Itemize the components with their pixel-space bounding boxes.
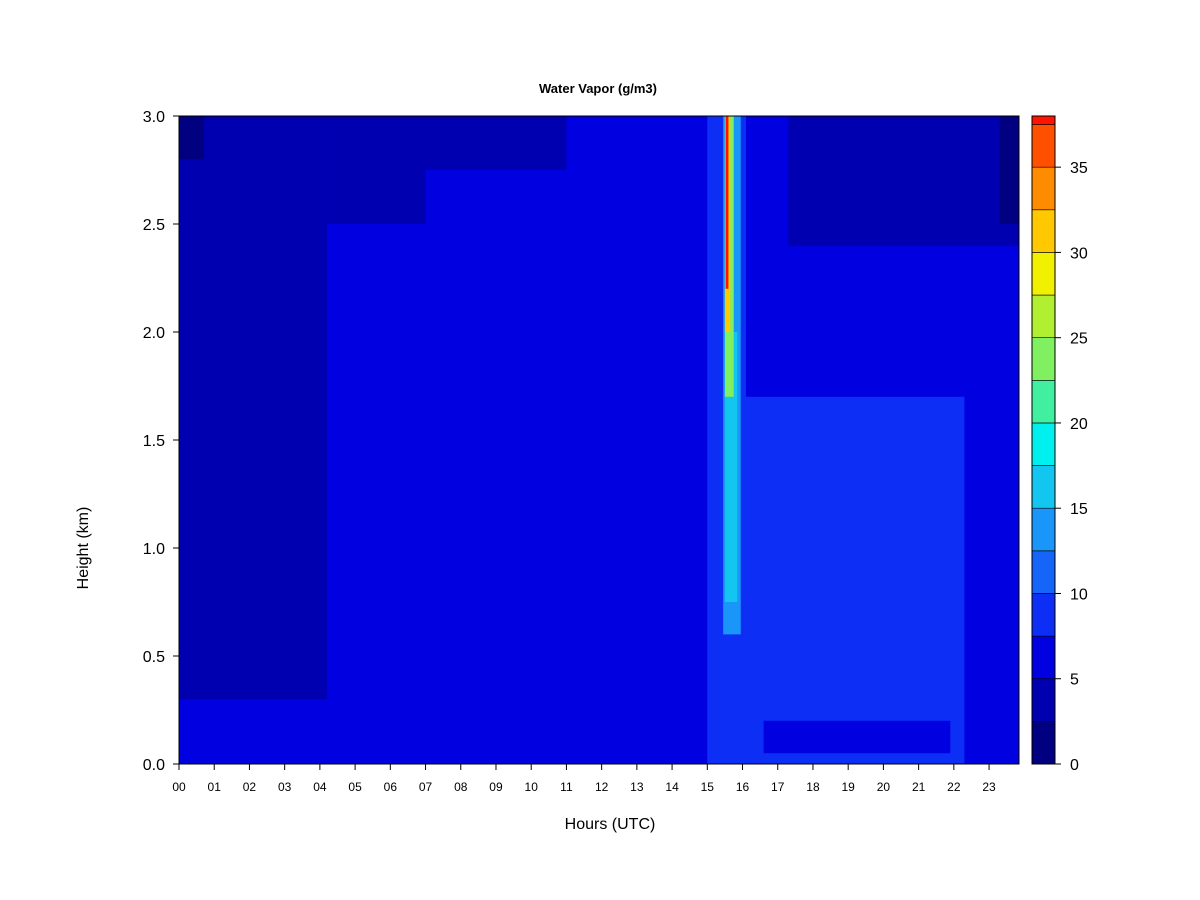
colorbar-swatch — [1031, 507, 1056, 552]
x-tick-label: 22 — [947, 780, 961, 794]
x-tick-label: 02 — [243, 780, 257, 794]
colorbar-tick-label: 10 — [1070, 586, 1088, 603]
x-tick-label: 06 — [384, 780, 398, 794]
x-tick-label: 01 — [208, 780, 222, 794]
x-tick-label: 16 — [736, 780, 750, 794]
colorbar-swatch — [1031, 166, 1056, 211]
y-tick-label: 1.0 — [143, 541, 165, 558]
heatmap-cell-1 — [179, 116, 327, 700]
x-tick-label: 11 — [560, 780, 573, 794]
colorbar-swatch — [1031, 678, 1056, 722]
heatmap-cell-2 — [326, 116, 426, 224]
y-tick-label: 3.0 — [143, 109, 165, 126]
x-tick-label: 20 — [877, 780, 891, 794]
x-tick-label: 08 — [454, 780, 468, 794]
x-axis-label: Hours (UTC) — [565, 816, 656, 833]
colorbar-swatch — [1031, 465, 1056, 509]
y-axis-label: Height (km) — [75, 507, 92, 590]
heatmap-cell-11 — [724, 332, 738, 602]
y-tick-label: 2.5 — [143, 217, 165, 234]
heatmap-cell-14 — [725, 116, 729, 289]
colorbar-frame — [1031, 115, 1056, 765]
colorbar-tick-label: 0 — [1070, 757, 1079, 774]
chart-title: Water Vapor (g/m3) — [539, 81, 657, 96]
colorbar-swatch — [1031, 422, 1056, 466]
colorbar-tick-label: 15 — [1070, 501, 1088, 518]
heatmap-cell-6 — [999, 116, 1019, 224]
x-tick-label: 03 — [278, 780, 292, 794]
x-tick-label: 23 — [982, 780, 996, 794]
colorbar-swatch — [1031, 550, 1056, 594]
heatmap-cell-8 — [746, 396, 965, 764]
x-tick-label: 10 — [525, 780, 539, 794]
colorbar-swatch — [1031, 721, 1056, 765]
colorbar-tick-label: 30 — [1070, 245, 1088, 262]
colorbar-tick-label: 35 — [1070, 160, 1088, 177]
heatmap-cell-3 — [425, 116, 567, 170]
x-tick-label: 13 — [630, 780, 644, 794]
heatmap-cell-9 — [763, 720, 951, 754]
y-tick-label: 2.0 — [143, 325, 165, 342]
heatmap-cell-4 — [788, 116, 1019, 246]
y-tick-label: 0.0 — [143, 757, 165, 774]
y-axis: 0.0 0.5 1.0 1.5 2.0 2.5 3.0 — [143, 109, 179, 774]
x-tick-label: 19 — [842, 780, 856, 794]
x-axis: 00 01 02 03 04 05 06 07 08 09 10 11 12 13 14 15 16 17 18 19… — [172, 764, 996, 794]
x-tick-label: 00 — [172, 780, 186, 794]
x-tick-label: 15 — [701, 780, 715, 794]
x-tick-label: 04 — [313, 780, 327, 794]
colorbar-swatch — [1031, 124, 1056, 168]
x-tick-label: 12 — [595, 780, 609, 794]
colorbar-tick-label: 5 — [1070, 672, 1079, 689]
colorbar — [1031, 115, 1056, 765]
colorbar-swatch — [1031, 380, 1056, 424]
colorbar-swatch — [1031, 593, 1056, 637]
heatmap-cell-5 — [179, 116, 204, 160]
colorbar-ticks: 0 5 10 15 20 25 30 35 — [1055, 160, 1088, 774]
x-tick-label: 17 — [771, 780, 785, 794]
x-tick-label: 05 — [348, 780, 362, 794]
x-tick-label: 18 — [806, 780, 820, 794]
x-tick-label: 09 — [489, 780, 503, 794]
x-tick-label: 07 — [419, 780, 433, 794]
plot-area — [179, 116, 1019, 764]
colorbar-tick-label: 20 — [1070, 416, 1088, 433]
y-tick-label: 1.5 — [143, 433, 165, 450]
y-tick-label: 0.5 — [143, 649, 165, 666]
colorbar-swatch — [1031, 337, 1056, 381]
colorbar-swatch — [1031, 635, 1056, 680]
colorbar-swatch — [1031, 209, 1056, 253]
x-tick-label: 21 — [912, 780, 926, 794]
colorbar-tick-label: 25 — [1070, 331, 1088, 348]
x-tick-label: 14 — [665, 780, 679, 794]
colorbar-swatch — [1031, 252, 1056, 296]
colorbar-swatch — [1031, 115, 1056, 125]
colorbar-swatch — [1031, 294, 1056, 338]
